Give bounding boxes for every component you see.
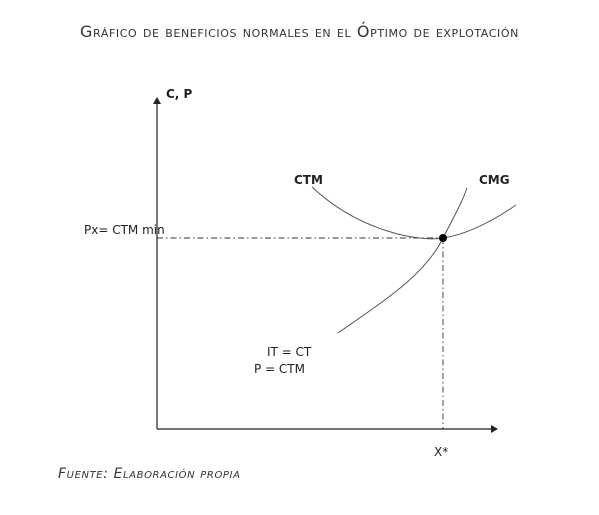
cmg-curve-label: CMG bbox=[479, 173, 510, 187]
x-star-label: X* bbox=[434, 445, 448, 459]
figure-source: Fuente: Elaboración propia bbox=[58, 466, 241, 482]
price-level-label: Px= CTM min bbox=[84, 223, 165, 237]
cmg-curve bbox=[337, 187, 468, 334]
equilibrium-point bbox=[439, 234, 447, 242]
ctm-curve bbox=[311, 186, 517, 240]
equilibrium-label-p-ctm: P = CTM bbox=[254, 362, 305, 376]
y-axis-label: C, P bbox=[166, 87, 193, 101]
equilibrium-label-it-ct: IT = CT bbox=[267, 345, 312, 359]
figure-title: Gráfico de beneficios normales en el Ópt… bbox=[80, 22, 519, 41]
ctm-curve-label: CTM bbox=[294, 173, 323, 187]
